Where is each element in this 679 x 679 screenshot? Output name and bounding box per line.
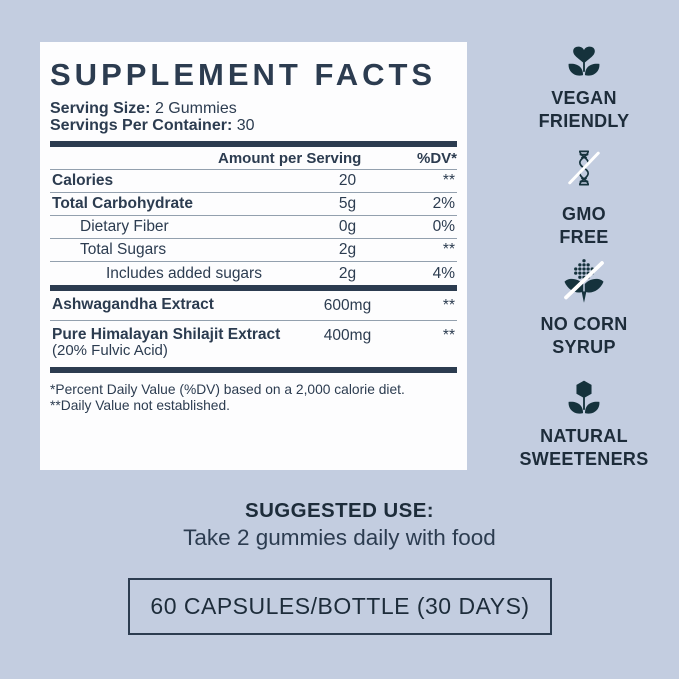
- badge-label-line: SWEETENERS: [519, 449, 649, 470]
- amount-column-header: Amount per Serving: [218, 149, 362, 167]
- nutrient-amount: 2g: [338, 241, 357, 258]
- suggested-use-text: Take 2 gummies daily with food: [183, 525, 496, 550]
- nutrient-dv: **: [442, 172, 455, 189]
- badge-natural-sweeteners: NATURAL SWEETENERS: [500, 379, 668, 471]
- nutrient-rows: Calories 20 ** Total Carbohydrate 5g 2% Dietar…: [50, 170, 457, 285]
- nutrient-dv: **: [442, 241, 455, 258]
- extract-dv: **: [442, 327, 455, 344]
- nutrient-amount: 0g: [338, 218, 357, 235]
- nutrient-label: Calories: [52, 172, 114, 189]
- extract-row: Pure Himalayan Shilajit Extract (20% Fulv…: [50, 321, 457, 367]
- badge-label-line: FREE: [559, 227, 609, 248]
- nutrient-amount: 2g: [338, 264, 357, 282]
- natural-sweeteners-plant-icon: [563, 379, 605, 417]
- feature-badges-column: VEGAN FRIENDLY GMO FREE: [500, 0, 668, 500]
- thick-divider-bar: [50, 285, 457, 291]
- thick-divider-bar: [50, 367, 457, 373]
- nutrient-amount: 5g: [338, 195, 357, 212]
- nutrient-label: Dietary Fiber: [80, 218, 169, 235]
- gmo-free-dna-icon: [565, 141, 603, 195]
- badge-vegan-friendly: VEGAN FRIENDLY: [500, 41, 668, 133]
- servings-per-container-line: Servings Per Container: 30: [50, 117, 457, 134]
- servings-per-container-value: 30: [236, 117, 255, 134]
- nutrient-amount: 20: [338, 172, 357, 189]
- badge-label-line: FRIENDLY: [538, 111, 630, 132]
- nutrient-label: Total Carbohydrate: [52, 195, 193, 212]
- extract-name: Pure Himalayan Shilajit Extract: [52, 326, 281, 343]
- capsules-per-bottle-text: 60 CAPSULES/BOTTLE (30 DAYS): [150, 593, 530, 619]
- serving-size-value: 2 Gummies: [154, 100, 237, 117]
- extract-label: Ashwagandha Extract: [50, 297, 290, 313]
- extract-row: Ashwagandha Extract 600mg **: [50, 291, 457, 321]
- extract-name: Ashwagandha Extract: [52, 296, 214, 313]
- footnote-not-established: **Daily Value not established.: [50, 397, 230, 413]
- panel-title: SUPPLEMENT FACTS: [50, 57, 437, 92]
- extract-label: Pure Himalayan Shilajit Extract (20% Fulv…: [50, 327, 290, 359]
- extract-dv: **: [442, 297, 455, 314]
- no-corn-icon: [559, 257, 609, 305]
- nutrient-row: Total Sugars 2g **: [50, 239, 457, 262]
- nutrient-row: Calories 20 **: [50, 170, 457, 193]
- supplement-facts-panel: SUPPLEMENT FACTS Serving Size: 2 Gummies…: [40, 42, 467, 470]
- badge-label-line: VEGAN: [551, 88, 617, 108]
- extract-rows: Ashwagandha Extract 600mg ** Pure Himalayan…: [50, 291, 457, 367]
- nutrient-dv: 2%: [432, 195, 455, 212]
- extract-amount: 600mg: [323, 297, 372, 314]
- suggested-use-heading: SUGGESTED USE:: [245, 499, 434, 522]
- nutrient-dv: 4%: [432, 264, 455, 282]
- badge-label-line: GMO: [562, 204, 606, 224]
- badge-label-line: NO CORN: [540, 314, 628, 334]
- extract-subtext: (20% Fulvic Acid): [52, 342, 168, 359]
- badge-gmo-free: GMO FREE: [500, 141, 668, 249]
- footnotes: *Percent Daily Value (%DV) based on a 2,…: [50, 382, 457, 413]
- nutrient-row: Includes added sugars 2g 4%: [50, 262, 457, 285]
- thick-divider-bar: [50, 141, 457, 147]
- nutrient-row: Dietary Fiber 0g 0%: [50, 216, 457, 239]
- dv-column-header: %DV*: [416, 149, 457, 167]
- vegan-plant-heart-icon: [563, 41, 605, 79]
- badge-label-line: SYRUP: [552, 337, 616, 358]
- capsules-per-bottle-box: 60 CAPSULES/BOTTLE (30 DAYS): [128, 578, 552, 635]
- nutrient-dv: 0%: [432, 218, 455, 235]
- servings-per-container-label: Servings Per Container:: [50, 117, 233, 134]
- extract-amount: 400mg: [323, 327, 372, 344]
- table-header-row: Amount per Serving %DV*: [50, 147, 457, 170]
- nutrient-label: Includes added sugars: [106, 264, 262, 282]
- footnote-dv: *Percent Daily Value (%DV) based on a 2,…: [50, 382, 405, 397]
- serving-size-label: Serving Size:: [50, 100, 151, 117]
- serving-size-line: Serving Size: 2 Gummies: [50, 100, 457, 117]
- nutrient-label: Total Sugars: [80, 241, 167, 258]
- nutrient-row: Total Carbohydrate 5g 2%: [50, 193, 457, 216]
- badge-no-corn-syrup: NO CORN SYRUP: [500, 257, 668, 359]
- badge-label-line: NATURAL: [540, 426, 628, 446]
